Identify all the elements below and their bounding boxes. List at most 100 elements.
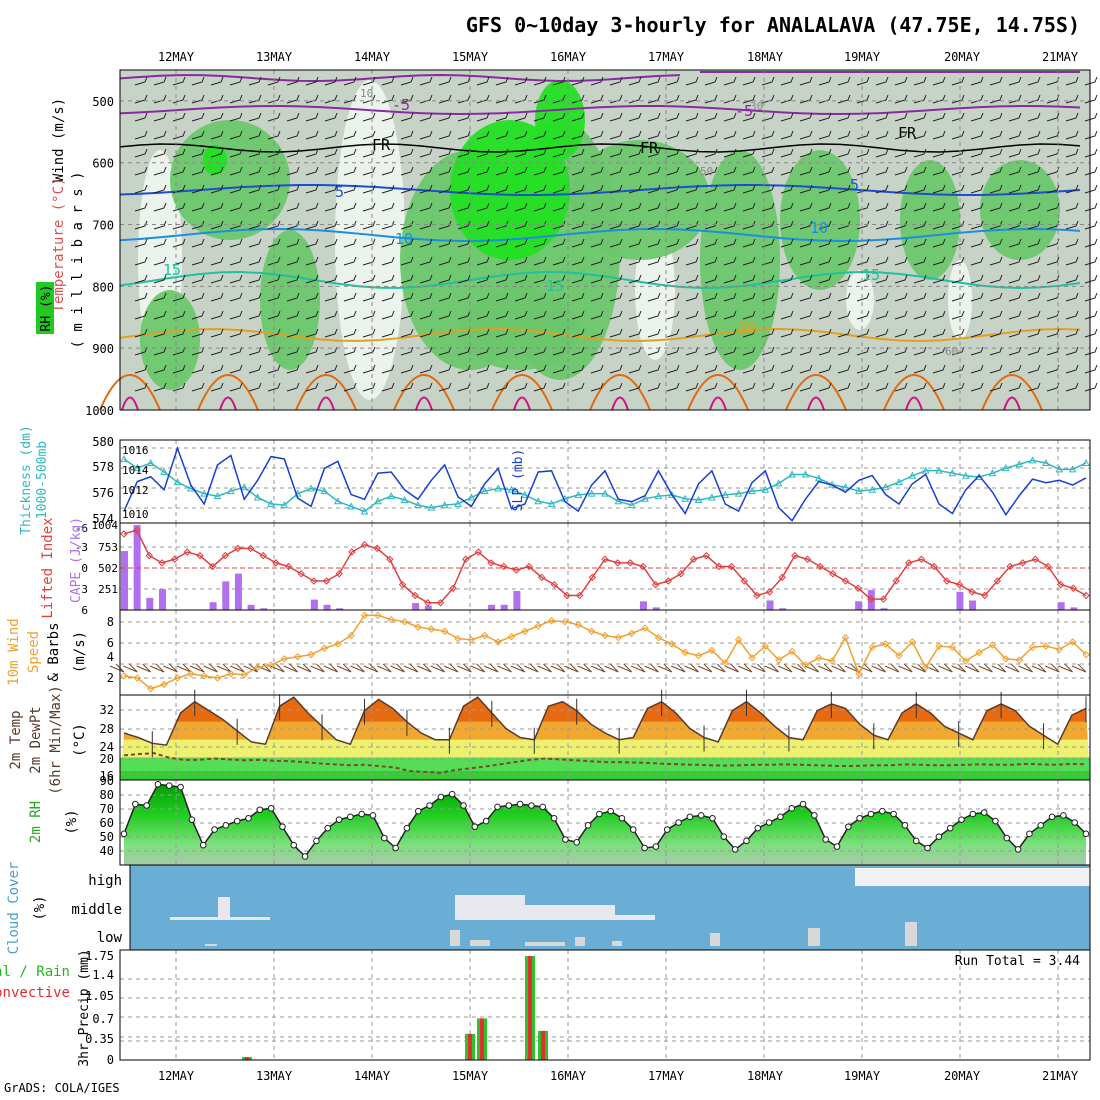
wind-speed-series-point (427, 625, 436, 633)
wind-barb (875, 184, 889, 194)
li-series-point (145, 551, 154, 560)
wind-barb (457, 148, 471, 158)
wind-barb (647, 76, 661, 86)
wind-barb (704, 292, 718, 302)
rh-series-point (1082, 830, 1090, 838)
surface-wind-barb (737, 663, 753, 673)
thickness-series-point (694, 495, 703, 504)
wind-barb (191, 202, 205, 212)
thickness-series-point (774, 479, 783, 487)
rh-legend-swatch (36, 282, 54, 334)
wind-barb (419, 148, 433, 158)
wind-barb (476, 292, 490, 302)
wind-barb (552, 310, 566, 320)
bottom-date-label: 21MAY (1042, 1069, 1079, 1083)
wind-barb (1027, 382, 1041, 392)
top-date-label: 21MAY (1042, 50, 1079, 64)
cape-bar (260, 608, 268, 610)
wind-barb (1027, 310, 1041, 320)
wind-barb (419, 256, 433, 266)
wind-barb (970, 364, 984, 374)
wind-barb (970, 112, 984, 122)
cape-tick-label: 753 (98, 541, 118, 554)
rh-series-point (562, 836, 569, 843)
wind-barb (514, 292, 528, 302)
wind-barb (438, 364, 452, 374)
wind-barb (742, 364, 756, 374)
precip-tick-label: 1.05 (85, 989, 114, 1003)
wind-barb (647, 238, 661, 248)
wind-barb (362, 274, 376, 284)
li-series-point (449, 584, 457, 592)
wind-barb (780, 220, 794, 230)
wind-barb (533, 310, 547, 320)
bottom-date-label: 12MAY (158, 1069, 195, 1083)
wind-barb (837, 130, 851, 140)
wind-barb (932, 256, 946, 266)
wind-speed-series-point (921, 663, 930, 672)
wind-barb (134, 292, 148, 302)
wind-barb (856, 310, 870, 320)
wind-barb (837, 364, 851, 374)
wind-barb (552, 202, 566, 212)
wind-barb (723, 364, 737, 374)
wind-speed-series-point (841, 633, 850, 642)
rh-high-region (535, 80, 585, 160)
wind-barb (229, 166, 243, 176)
wind-barb (837, 76, 851, 86)
wind-barb (1008, 328, 1022, 338)
surface-wind-barb (938, 663, 953, 673)
wind-speed-series-point (868, 643, 876, 651)
li-series-point (183, 548, 191, 556)
wind-barb (951, 94, 965, 104)
wind-barb (438, 148, 452, 158)
wind-barb (172, 76, 186, 86)
wind-barb (533, 130, 547, 140)
contour-label: 50 (700, 165, 713, 178)
wind-barb (894, 364, 908, 374)
wind-barb (191, 130, 205, 140)
contour-label: 5 (335, 183, 344, 201)
wind-barb (780, 238, 794, 248)
wind-barb (780, 148, 794, 158)
surface-wind-barb (283, 663, 299, 673)
wind-barb (571, 130, 585, 140)
wind-barb (780, 184, 794, 194)
wind-barb (305, 76, 319, 86)
wind-barb (248, 166, 262, 176)
panel-frame (119, 522, 1091, 611)
wind-barb (970, 220, 984, 230)
rh-series-point (358, 810, 365, 818)
wind-speed-series-point (360, 611, 369, 620)
wind-barb (894, 166, 908, 176)
wind-barb (210, 166, 224, 176)
wind-barb (818, 130, 832, 140)
wind-barb (248, 220, 262, 230)
surface-wind-barb (858, 663, 873, 673)
wind-barb (248, 382, 262, 392)
contour-label: 10 (810, 219, 828, 237)
rh-axis-label: RH (%) (39, 285, 54, 332)
li-series-point (538, 573, 546, 582)
wind-barb (913, 148, 927, 158)
rh-mid-region (170, 120, 290, 240)
surface-wind-barb (417, 663, 432, 673)
wind-barb (457, 112, 471, 122)
top-date-label: 16MAY (550, 50, 587, 64)
low-cloud-block (710, 933, 720, 946)
wind-barb (932, 166, 946, 176)
wind-barb (1008, 382, 1022, 392)
low-cloud-block (450, 930, 460, 946)
thickness-series-point (734, 489, 743, 497)
wind-barb (1027, 346, 1041, 356)
contour-25 (981, 374, 1043, 411)
wind-barb (210, 382, 224, 392)
li-series-point (322, 577, 331, 585)
surface-wind-barb (1058, 663, 1073, 673)
thickness-series-point (1028, 456, 1037, 464)
li-series-point (689, 555, 698, 563)
li-series-point (816, 562, 824, 571)
contour-30 (121, 396, 139, 411)
li-series-point (930, 562, 938, 571)
wind-barb (742, 148, 756, 158)
